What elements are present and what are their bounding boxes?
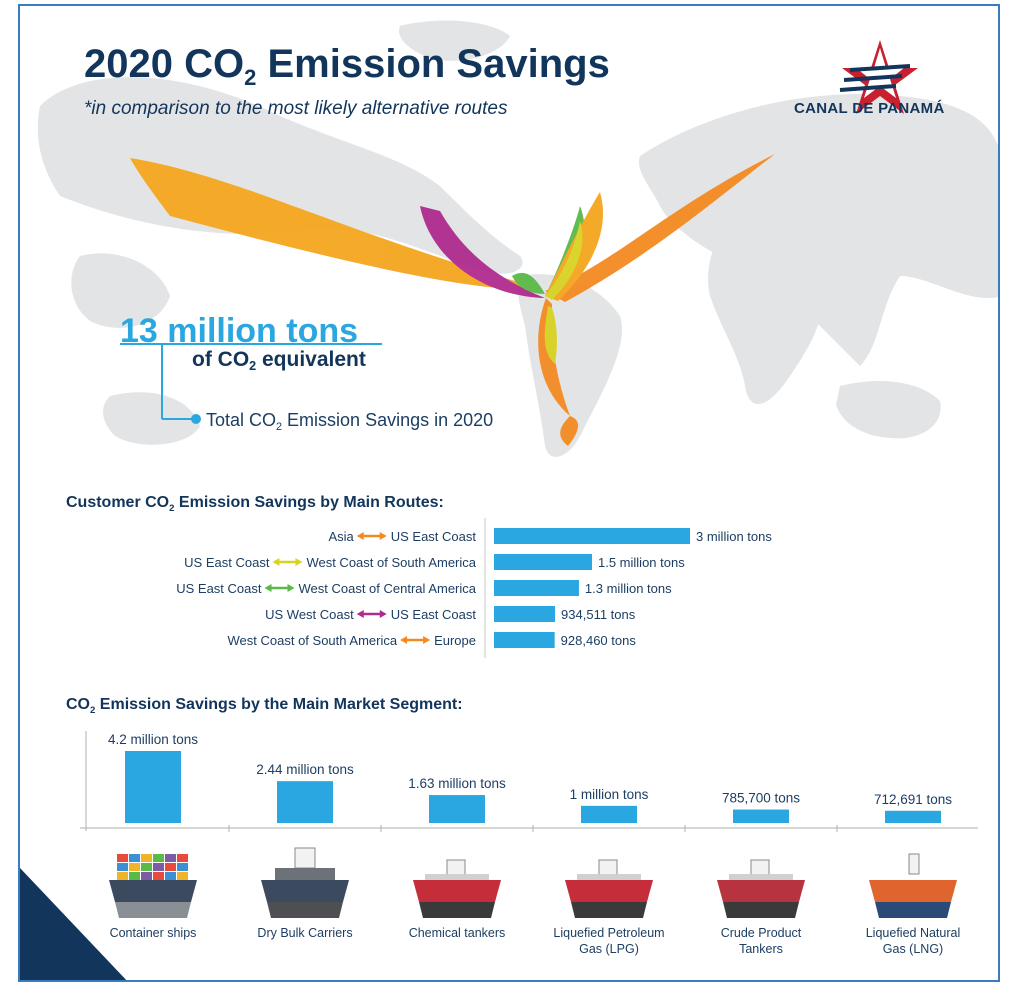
route-arrowhead-right <box>379 610 387 618</box>
ship-icon <box>261 847 349 918</box>
segment-value-label: 1 million tons <box>570 787 649 802</box>
co2-equivalent-label: of CO2 equivalent <box>192 348 366 373</box>
segment-bar <box>277 781 333 823</box>
world-map <box>37 20 998 457</box>
route-value-label: 1.5 million tons <box>598 555 685 570</box>
segment-category-line: Container ships <box>109 926 197 940</box>
route-arrowhead-left <box>400 636 408 644</box>
segment-category-line: Liquefied Natural <box>865 926 961 940</box>
segment-category-line: Crude Product <box>720 926 802 940</box>
route-category-label: US East Coast US West Coast <box>265 607 476 622</box>
route-from-label: West Coast of South America <box>228 633 398 648</box>
route-from-label: US East Coast <box>176 581 262 596</box>
corner-triangle <box>20 868 127 980</box>
segment-bar <box>581 805 637 823</box>
route-arrowhead-left <box>272 558 280 566</box>
route-value-label: 928,460 tons <box>561 633 637 648</box>
routes-bar-chart: 3 million tons US East Coast Asia 1.5 milli… <box>176 518 772 658</box>
segment-category-label: Container ships <box>78 926 228 942</box>
ship-icon <box>413 859 501 918</box>
route-arrowhead-right <box>287 584 295 592</box>
segment-category-label: Dry Bulk Carriers <box>230 926 380 942</box>
route-category-label: US East Coast Asia <box>328 529 476 544</box>
segment-category-label: Liquefied Natural Gas (LNG) <box>838 926 988 957</box>
canal-logo-icon <box>839 40 918 114</box>
route-value-label: 1.3 million tons <box>585 581 672 596</box>
route-category-label: West Coast of Central America US East Coa… <box>176 581 477 596</box>
segment-category-line: Gas (LNG) <box>882 941 944 956</box>
segment-bar <box>733 809 789 823</box>
segment-value-label: 1.63 million tons <box>408 776 506 791</box>
segment-value-label: 785,700 tons <box>722 791 800 806</box>
segment-bar <box>429 795 485 823</box>
route-to-label: West Coast of Central America <box>299 581 477 596</box>
logo-text: Canal de Panamá <box>794 100 945 117</box>
callout-lines <box>120 343 382 424</box>
segment-category-line: Tankers <box>739 941 783 956</box>
segment-category-line: Chemical tankers <box>408 926 506 940</box>
segment-category-line: Gas (LPG) <box>579 941 639 956</box>
route-arrowhead-left <box>356 532 364 540</box>
total-savings-value: 13 million tons <box>120 312 359 350</box>
segment-category-label: Chemical tankers <box>382 926 532 942</box>
route-arrowhead-right <box>295 558 303 566</box>
route-arrowhead-left <box>356 610 364 618</box>
segment-value-label: 4.2 million tons <box>108 732 198 747</box>
segment-value-label: 2.44 million tons <box>256 762 354 777</box>
segment-category-line: Dry Bulk Carriers <box>257 926 353 940</box>
route-bar <box>494 606 556 622</box>
segment-value-label: 712,691 tons <box>874 792 952 807</box>
route-bar <box>494 554 592 570</box>
route-to-label: US East Coast <box>391 529 477 544</box>
segment-category-label: Liquefied Petroleum Gas (LPG) <box>534 926 684 957</box>
route-value-label: 934,511 tons <box>561 607 636 622</box>
route-arrowhead-right <box>379 532 387 540</box>
segment-category-line: Liquefied Petroleum <box>553 926 665 940</box>
route-value-label: 3 million tons <box>696 529 772 544</box>
route-from-label: US West Coast <box>265 607 354 622</box>
segment-category-label: Crude Product Tankers <box>686 926 836 957</box>
ship-illustrations <box>109 847 957 918</box>
route-bar <box>494 528 690 544</box>
ship-icon <box>109 854 197 918</box>
page-title: 2020 CO2 Emission Savings <box>84 42 610 90</box>
total-savings-caption: Total CO2 Emission Savings in 2020 <box>206 410 494 433</box>
infographic-frame: 2020 CO2 Emission Savings *in comparison… <box>18 4 1000 982</box>
routes-chart-title: Customer CO2 Emission Savings by Main Ro… <box>66 494 444 514</box>
route-category-label: West Coast of South America US East Coast <box>184 555 477 570</box>
ship-icon <box>869 853 957 918</box>
route-from-label: Asia <box>328 529 354 544</box>
route-category-label: Europe West Coast of South America <box>228 633 476 648</box>
route-bar <box>494 632 555 648</box>
route-to-label: US East Coast <box>391 607 477 622</box>
segment-chart-title: CO2 Emission Savings by the Main Market … <box>66 696 463 716</box>
route-bar <box>494 580 579 596</box>
route-to-label: West Coast of South America <box>306 555 476 570</box>
route-arrowhead-right <box>423 636 431 644</box>
route-to-label: Europe <box>434 633 476 648</box>
page-subtitle: *in comparison to the most likely altern… <box>84 98 508 119</box>
ship-icon <box>717 859 805 918</box>
segment-bar-chart: 4.2 million tons 2.44 million tons 1.63 mi… <box>80 731 978 832</box>
ship-icon <box>565 859 653 918</box>
route-arrowhead-left <box>264 584 272 592</box>
route-from-label: US East Coast <box>184 555 270 570</box>
segment-bar <box>885 810 941 823</box>
segment-bar <box>125 751 181 823</box>
